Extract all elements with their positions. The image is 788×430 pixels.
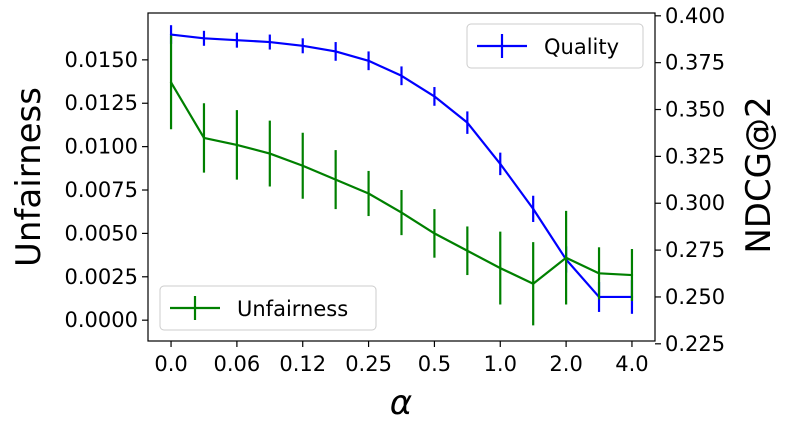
quality-point — [466, 121, 469, 124]
x-axis-title: α — [390, 383, 412, 423]
unfairness-point — [334, 178, 337, 181]
quality-point — [268, 40, 272, 44]
quality-point — [169, 33, 173, 36]
unfairness-point — [400, 211, 403, 214]
left-tick-label: 0.0125 — [65, 91, 138, 115]
left-axis-title: Unfairness — [9, 87, 49, 267]
quality-point — [367, 59, 370, 62]
unfairness-point — [564, 256, 568, 259]
x-tick-label: 4.0 — [615, 352, 648, 376]
x-tick-label: 1.0 — [484, 352, 517, 376]
quality-point — [433, 95, 436, 98]
quality-point — [202, 37, 206, 40]
left-tick-label: 0.0100 — [65, 135, 138, 159]
left-axis: 0.0000 0.0025 0.0050 0.0075 0.0100 0.0125 0.01… — [65, 48, 148, 332]
quality-point — [531, 207, 535, 211]
legend-quality-label: Quality — [544, 35, 619, 59]
unfairness-point — [202, 136, 206, 140]
series-layer — [169, 25, 634, 326]
right-tick-label: 0.300 — [665, 191, 725, 215]
right-tick-label: 0.275 — [665, 238, 725, 262]
legend-unfairness-label: Unfairness — [237, 297, 348, 321]
legend-unfairness: Unfairness — [159, 285, 377, 331]
legend-quality: Quality — [466, 23, 644, 69]
unfairness-point — [235, 143, 239, 147]
unfairness-point — [433, 232, 436, 235]
x-tick-label: 0.12 — [279, 352, 326, 376]
left-tick-label: 0.0075 — [65, 178, 138, 202]
quality-point — [499, 162, 502, 166]
unfairness-point — [466, 249, 469, 252]
unfairness-point — [597, 272, 601, 275]
right-axis-title: NDCG@2 — [739, 96, 779, 253]
left-tick-label: 0.0150 — [65, 48, 138, 72]
left-tick-label: 0.0050 — [65, 221, 138, 245]
right-tick-label: 0.350 — [665, 98, 725, 122]
x-tick-label: 0.5 — [418, 352, 451, 376]
unfairness-point — [531, 282, 535, 285]
right-tick-label: 0.325 — [665, 144, 725, 168]
right-tick-label: 0.400 — [665, 4, 725, 28]
right-axis: 0.225 0.250 0.275 0.300 0.325 0.350 0.375 0.400 — [655, 4, 725, 356]
left-tick-label: 0.0000 — [65, 308, 138, 332]
x-tick-label: 0.25 — [345, 352, 392, 376]
unfairness-point — [268, 152, 272, 155]
quality-point — [301, 44, 304, 47]
left-tick-label: 0.0025 — [65, 265, 138, 289]
right-tick-label: 0.375 — [665, 51, 725, 75]
series-unfairness — [169, 35, 634, 326]
x-axis: 0.0 0.06 0.12 0.25 0.5 1.0 2.0 4.0 — [154, 341, 649, 376]
right-tick-label: 0.250 — [665, 285, 725, 309]
quality-point — [334, 50, 337, 53]
unfairness-point — [499, 266, 502, 270]
x-tick-label: 0.06 — [214, 352, 261, 376]
quality-point — [400, 74, 403, 77]
x-tick-label: 2.0 — [549, 352, 582, 376]
x-tick-label: 0.0 — [154, 352, 187, 376]
plot-frame — [147, 12, 656, 342]
unfairness-point — [169, 81, 173, 84]
unfairness-point — [301, 164, 304, 167]
quality-point — [235, 38, 239, 42]
unfairness-point — [367, 192, 370, 195]
right-tick-label: 0.225 — [665, 332, 725, 356]
unfairness-point — [630, 273, 634, 277]
